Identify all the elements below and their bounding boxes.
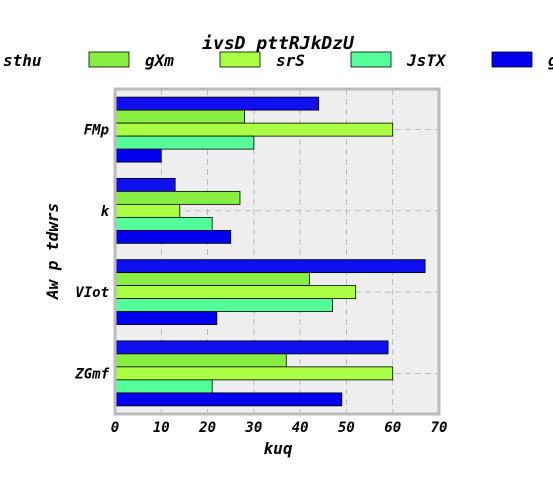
- legend-swatch: [219, 51, 261, 68]
- bar: [114, 311, 218, 326]
- bar: [114, 285, 357, 300]
- x-axis-ticks: 0 10 20 30 40 50 60 70: [111, 420, 448, 436]
- legend-label: srS: [276, 51, 305, 70]
- legend-label: sthu: [3, 51, 42, 70]
- x-tick-label: 70: [431, 420, 448, 436]
- legend-label: JsTX: [406, 51, 447, 70]
- bar: [114, 272, 310, 287]
- bar: [114, 229, 232, 244]
- bar: [114, 366, 394, 381]
- legend-swatch: [350, 51, 392, 68]
- bar: [114, 190, 241, 205]
- bar: [114, 259, 426, 274]
- bar: [114, 122, 394, 137]
- bar: [114, 177, 176, 192]
- y-tick-label: VIot: [75, 285, 109, 301]
- bar: [114, 96, 320, 111]
- x-tick-label: 40: [292, 420, 309, 436]
- x-tick-label: 10: [153, 420, 170, 436]
- x-tick-label: 20: [198, 420, 216, 436]
- legend-label: g: [548, 51, 553, 70]
- y-tick-label: ZGmf: [74, 366, 109, 382]
- bars: [114, 96, 426, 407]
- y-tick-label: k: [101, 204, 110, 220]
- plot-frame: [113, 87, 441, 416]
- bar: [114, 392, 343, 407]
- x-tick-label: 50: [338, 420, 355, 436]
- bar: [114, 298, 333, 313]
- bar: [114, 203, 181, 218]
- bar: [114, 216, 213, 231]
- chart-title: ivsD pttRJkDzU: [202, 33, 355, 54]
- bar: [114, 353, 287, 368]
- y-axis-label: Aw p tdwrs: [43, 203, 62, 300]
- legend-swatch: [491, 51, 533, 68]
- y-tick-label: FMp: [84, 123, 109, 139]
- y-axis-ticks: FMp k VIot ZGmf: [74, 123, 109, 383]
- bar: [114, 148, 162, 163]
- x-tick-label: 60: [384, 420, 401, 436]
- legend-swatch: [88, 51, 130, 68]
- bar: [114, 340, 389, 355]
- bar: [114, 379, 213, 394]
- bar: [114, 109, 246, 124]
- x-axis-label: kuq: [264, 439, 293, 458]
- legend: sthu gXm srS JsTX g: [3, 51, 553, 70]
- legend-label: gXm: [145, 51, 174, 70]
- x-tick-label: 0: [111, 420, 119, 436]
- x-tick-label: 30: [244, 420, 262, 436]
- bar: [114, 135, 255, 150]
